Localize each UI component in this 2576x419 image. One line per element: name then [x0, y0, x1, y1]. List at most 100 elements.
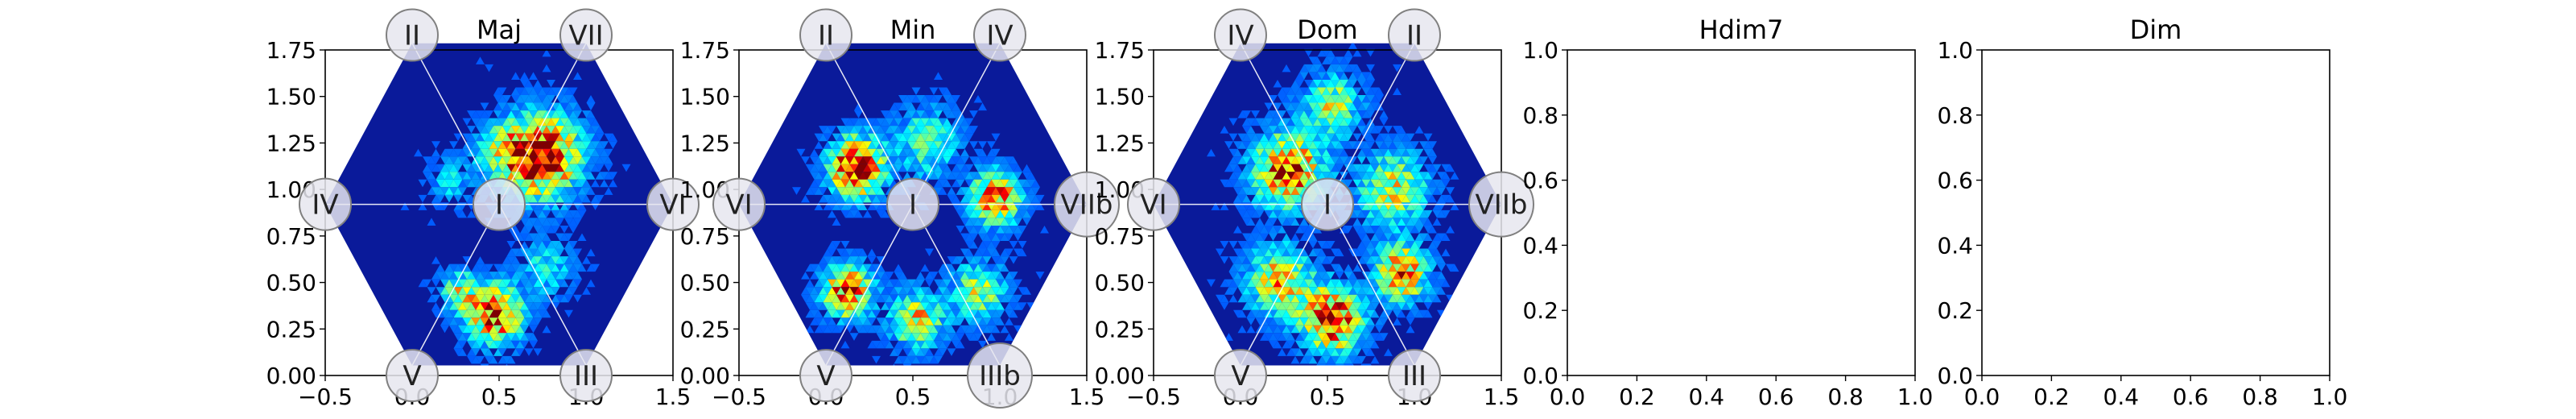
heat-cell [506, 355, 516, 364]
heat-cell [529, 187, 538, 195]
heat-cell [1437, 256, 1446, 264]
heat-cell [524, 309, 534, 318]
heat-cell [876, 148, 886, 157]
heat-cell [890, 309, 898, 318]
heat-cell [828, 141, 836, 149]
heat-cell [1018, 194, 1027, 203]
y-tick-label: 1.75 [680, 37, 730, 64]
heat-cell [845, 118, 854, 127]
heat-cell [493, 156, 502, 164]
heat-cell [1410, 172, 1419, 180]
heat-cell [1397, 226, 1406, 234]
heat-cell [832, 156, 841, 164]
heat-cell [1361, 172, 1371, 180]
heat-cell [542, 233, 551, 241]
heat-cell [1322, 172, 1331, 180]
heat-cell [996, 317, 1005, 326]
heat-cell [427, 156, 436, 164]
heat-cell [1264, 141, 1274, 149]
heat-cell [956, 226, 965, 234]
heat-cell [872, 179, 881, 188]
heat-cell [840, 317, 850, 326]
heat-cell [1344, 80, 1353, 88]
heat-cell [898, 302, 907, 310]
heat-cell [555, 110, 564, 118]
heat-cell [991, 156, 1001, 164]
heat-cell [1361, 294, 1371, 303]
heat-cell [520, 263, 529, 272]
y-tick-label: 1.25 [680, 130, 730, 156]
heat-cell [1242, 194, 1251, 203]
heat-cell [1406, 279, 1415, 288]
heat-cell [840, 248, 850, 257]
heat-cell [476, 340, 485, 349]
heat-cell [1308, 309, 1318, 318]
heat-cell [471, 279, 481, 288]
heat-cell [1344, 48, 1353, 57]
heat-cell [885, 279, 894, 288]
heat-cell [1278, 126, 1286, 134]
heat-cell [1278, 133, 1286, 142]
heat-cell [929, 141, 939, 149]
heat-cell [547, 218, 555, 226]
heat-cell [453, 263, 463, 272]
heat-cell [1313, 164, 1322, 172]
heat-cell [1269, 248, 1278, 257]
heat-cell [1295, 118, 1304, 127]
heat-cell [1348, 279, 1357, 288]
heat-cell [1278, 302, 1286, 310]
heat-cell [1278, 194, 1286, 203]
heat-cell [1344, 141, 1353, 149]
heat-cell [538, 294, 547, 303]
heat-cell [956, 141, 965, 149]
heat-cell [1000, 179, 1009, 188]
heat-cell [1000, 248, 1009, 257]
heat-cell [1260, 241, 1269, 249]
heat-cell [960, 248, 969, 257]
heat-cell [845, 187, 854, 195]
heat-cell [1366, 87, 1375, 95]
heat-cell [1344, 164, 1353, 172]
heat-cell [934, 294, 943, 303]
heat-cell [1410, 287, 1419, 295]
heat-cell [863, 317, 872, 326]
heat-cell [964, 164, 974, 172]
heat-cell [1352, 218, 1362, 226]
heat-cell [1340, 95, 1348, 103]
heat-cell [1335, 340, 1344, 349]
heat-cell [547, 102, 555, 111]
heat-cell [947, 294, 956, 303]
heat-cell [1228, 263, 1238, 272]
heat-cell [1269, 279, 1278, 288]
heat-cell [867, 325, 877, 334]
heat-cell [964, 272, 974, 280]
heat-cell [1406, 133, 1415, 142]
heat-cell [1402, 187, 1410, 195]
heat-cell [1348, 302, 1357, 310]
heat-cell [969, 210, 978, 218]
heat-cell [1313, 56, 1322, 64]
heat-cell [1224, 164, 1233, 172]
heat-cell [1255, 241, 1265, 249]
heat-cell [555, 241, 564, 249]
heat-cell [1344, 294, 1353, 303]
heat-cell [996, 194, 1005, 203]
heat-cell [564, 256, 573, 264]
heat-cell [819, 272, 828, 280]
heat-cell [471, 141, 481, 149]
heat-cell [1255, 194, 1265, 203]
heat-cell [1331, 95, 1340, 103]
heat-cell [982, 325, 992, 334]
heat-cell [1419, 263, 1428, 272]
heat-cell [867, 164, 877, 172]
y-tick-label: 0.25 [1095, 316, 1145, 342]
heat-cell [1414, 309, 1424, 318]
heat-cell [529, 302, 538, 310]
heat-cell [1299, 340, 1309, 349]
heat-cell [828, 317, 836, 326]
heat-cell [1326, 302, 1335, 310]
heat-cell [1397, 294, 1406, 303]
heat-cell [898, 317, 907, 326]
heat-cell [1393, 164, 1402, 172]
heat-cell [1428, 156, 1437, 164]
